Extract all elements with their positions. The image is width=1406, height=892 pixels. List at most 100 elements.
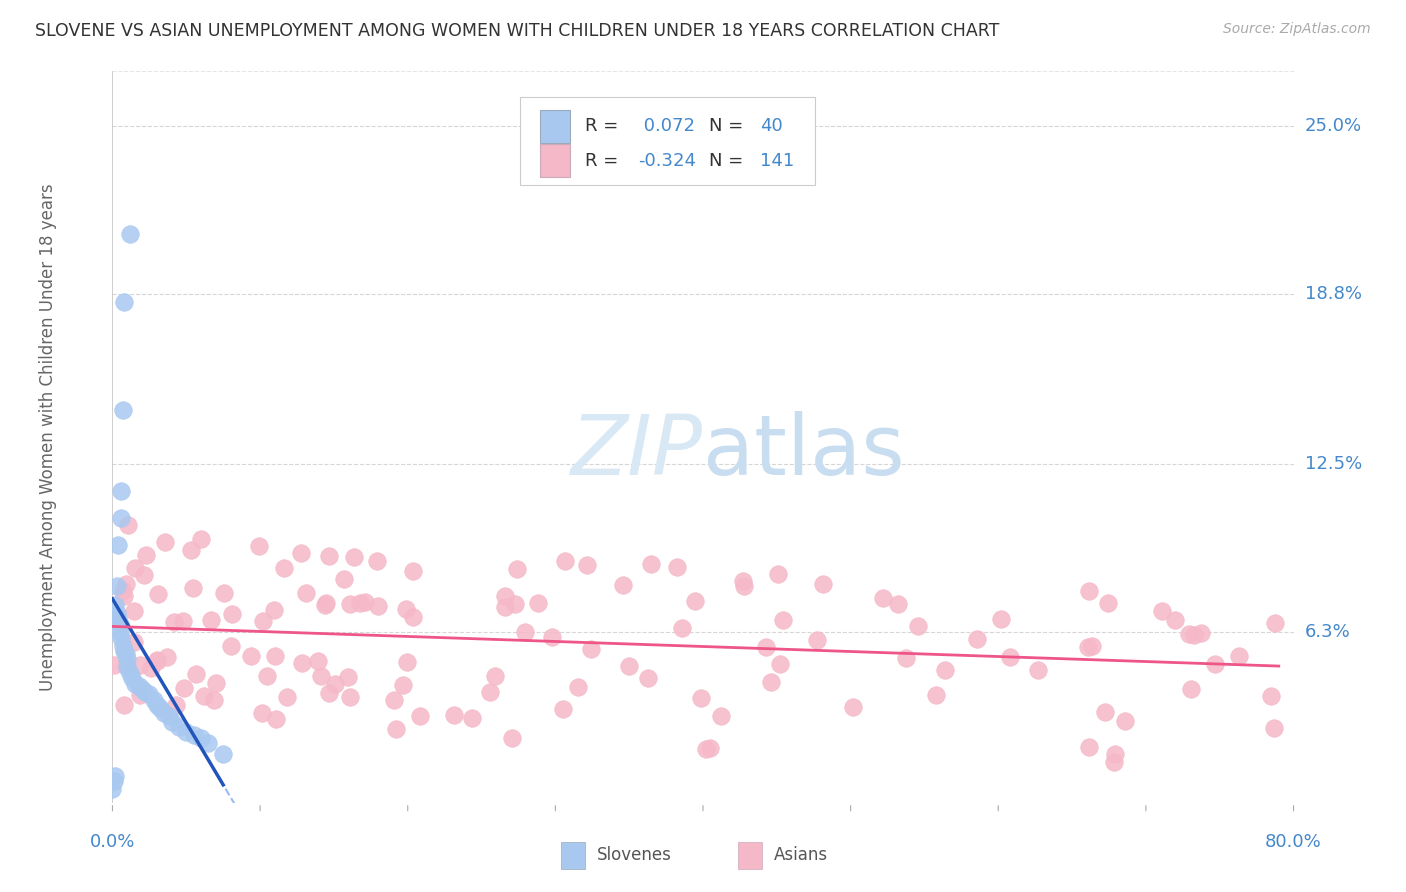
Point <box>153 535 176 549</box>
Point <box>134 567 156 582</box>
Point <box>382 692 405 706</box>
Text: 80.0%: 80.0% <box>1265 833 1322 851</box>
Point <box>576 558 599 573</box>
Point <box>841 699 863 714</box>
Point <box>640 557 662 571</box>
Point <box>112 644 135 658</box>
Point <box>104 769 127 783</box>
Text: N =: N = <box>709 152 749 169</box>
Point <box>146 698 169 713</box>
Point <box>367 599 389 613</box>
Point <box>683 593 706 607</box>
Text: Slovenes: Slovenes <box>596 847 672 864</box>
Point <box>172 615 194 629</box>
Point <box>120 227 142 241</box>
Point <box>105 608 128 623</box>
Point <box>354 595 377 609</box>
Point <box>551 701 574 715</box>
Text: 18.8%: 18.8% <box>1305 285 1361 302</box>
Point <box>1264 615 1286 630</box>
Point <box>247 539 270 553</box>
Point <box>105 606 128 620</box>
Point <box>294 586 316 600</box>
Text: 141: 141 <box>759 152 794 169</box>
Text: N =: N = <box>709 117 749 136</box>
Point <box>103 658 125 673</box>
Point <box>402 609 425 624</box>
Point <box>527 596 550 610</box>
Point <box>183 728 205 742</box>
Text: Source: ZipAtlas.com: Source: ZipAtlas.com <box>1223 22 1371 37</box>
Point <box>165 698 187 713</box>
Point <box>263 603 285 617</box>
Text: 0.0%: 0.0% <box>90 833 135 851</box>
Point <box>190 532 212 546</box>
Point <box>1182 628 1205 642</box>
Point <box>173 681 195 696</box>
Point <box>366 554 388 568</box>
Point <box>315 596 337 610</box>
Text: Asians: Asians <box>773 847 828 864</box>
Point <box>141 661 163 675</box>
Point <box>112 589 135 603</box>
Point <box>637 671 659 685</box>
Point <box>513 624 536 639</box>
Point <box>121 671 143 685</box>
Point <box>193 689 215 703</box>
FancyBboxPatch shape <box>738 842 762 869</box>
Point <box>103 774 125 789</box>
Point <box>1078 584 1101 599</box>
Text: 40: 40 <box>759 117 783 136</box>
FancyBboxPatch shape <box>540 145 569 177</box>
Point <box>769 657 792 671</box>
Point <box>461 711 484 725</box>
Text: 25.0%: 25.0% <box>1305 117 1362 135</box>
Point <box>273 560 295 574</box>
Point <box>145 653 167 667</box>
Point <box>671 621 693 635</box>
Point <box>501 731 523 745</box>
Point <box>1026 663 1049 677</box>
Point <box>291 656 314 670</box>
Point <box>263 648 285 663</box>
FancyBboxPatch shape <box>561 842 585 869</box>
Point <box>337 670 360 684</box>
Point <box>129 657 152 672</box>
Point <box>579 641 602 656</box>
Point <box>276 690 298 704</box>
Point <box>710 709 733 723</box>
Point <box>925 688 948 702</box>
Point <box>149 701 172 715</box>
Point <box>402 564 425 578</box>
Text: R =: R = <box>585 152 624 169</box>
Point <box>1102 755 1125 769</box>
Point <box>163 615 186 629</box>
Point <box>887 597 910 611</box>
Point <box>124 676 146 690</box>
Point <box>772 614 794 628</box>
Point <box>318 686 340 700</box>
Point <box>894 651 917 665</box>
Point <box>124 561 146 575</box>
Point <box>114 647 136 661</box>
Point <box>128 679 150 693</box>
Point <box>212 747 235 761</box>
Point <box>138 688 160 702</box>
Text: -0.324: -0.324 <box>638 152 696 169</box>
Point <box>112 294 135 309</box>
Point <box>998 649 1021 664</box>
Text: SLOVENE VS ASIAN UNEMPLOYMENT AMONG WOMEN WITH CHILDREN UNDER 18 YEARS CORRELATI: SLOVENE VS ASIAN UNEMPLOYMENT AMONG WOME… <box>35 22 1000 40</box>
Point <box>264 712 287 726</box>
Point <box>494 599 516 614</box>
Point <box>1204 657 1226 672</box>
Point <box>131 681 153 696</box>
Point <box>806 633 828 648</box>
Point <box>503 597 526 611</box>
Point <box>395 602 418 616</box>
Point <box>155 650 177 665</box>
Point <box>256 668 278 682</box>
Point <box>733 574 755 589</box>
Point <box>181 581 204 595</box>
Point <box>349 596 371 610</box>
Point <box>1164 613 1187 627</box>
